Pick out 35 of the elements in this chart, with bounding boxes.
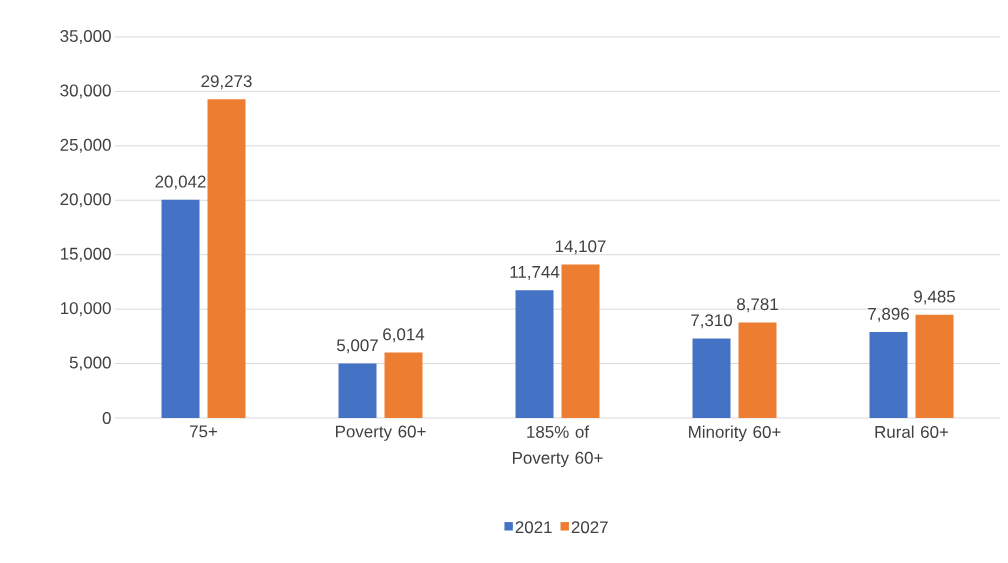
y-tick-label: 0 xyxy=(102,411,111,424)
data-label: 5,007 xyxy=(336,339,378,354)
legend-label: 2027 xyxy=(571,521,608,534)
x-tick-label: Poverty 60+ xyxy=(336,425,426,441)
data-label: 14,107 xyxy=(555,240,606,255)
legend-label: 2021 xyxy=(515,521,552,534)
bar xyxy=(161,199,200,418)
data-label: 6,014 xyxy=(383,328,425,343)
data-label: 29,273 xyxy=(201,75,252,90)
y-tick-label: 25,000 xyxy=(60,138,111,153)
data-label: 7,896 xyxy=(868,307,909,322)
data-label: 9,485 xyxy=(914,290,955,305)
data-label: 20,042 xyxy=(155,175,206,190)
bar xyxy=(738,322,777,418)
bar xyxy=(338,363,377,418)
bar xyxy=(384,352,423,418)
y-tick-label: 5,000 xyxy=(69,356,111,371)
data-label: 11,744 xyxy=(510,266,560,280)
data-label: 8,781 xyxy=(737,298,778,313)
bar xyxy=(561,264,600,418)
bar xyxy=(207,99,246,418)
y-tick-label: 30,000 xyxy=(60,84,111,99)
y-tick-label: 20,000 xyxy=(60,193,111,208)
y-tick-label: 35,000 xyxy=(60,29,111,44)
bar xyxy=(515,290,554,418)
data-label: 7,310 xyxy=(691,314,733,329)
x-tick-label: 75+ xyxy=(190,425,218,438)
x-tick-label: Minority 60+ xyxy=(689,425,781,442)
bar xyxy=(915,314,954,418)
bar xyxy=(692,338,731,418)
x-tick-label: Rural 60+ xyxy=(875,425,949,438)
y-tick-label: 10,000 xyxy=(60,302,111,317)
bar xyxy=(869,332,908,418)
x-tick-label: 185% of Poverty 60+ xyxy=(513,425,603,468)
y-tick-label: 15,000 xyxy=(60,247,111,262)
